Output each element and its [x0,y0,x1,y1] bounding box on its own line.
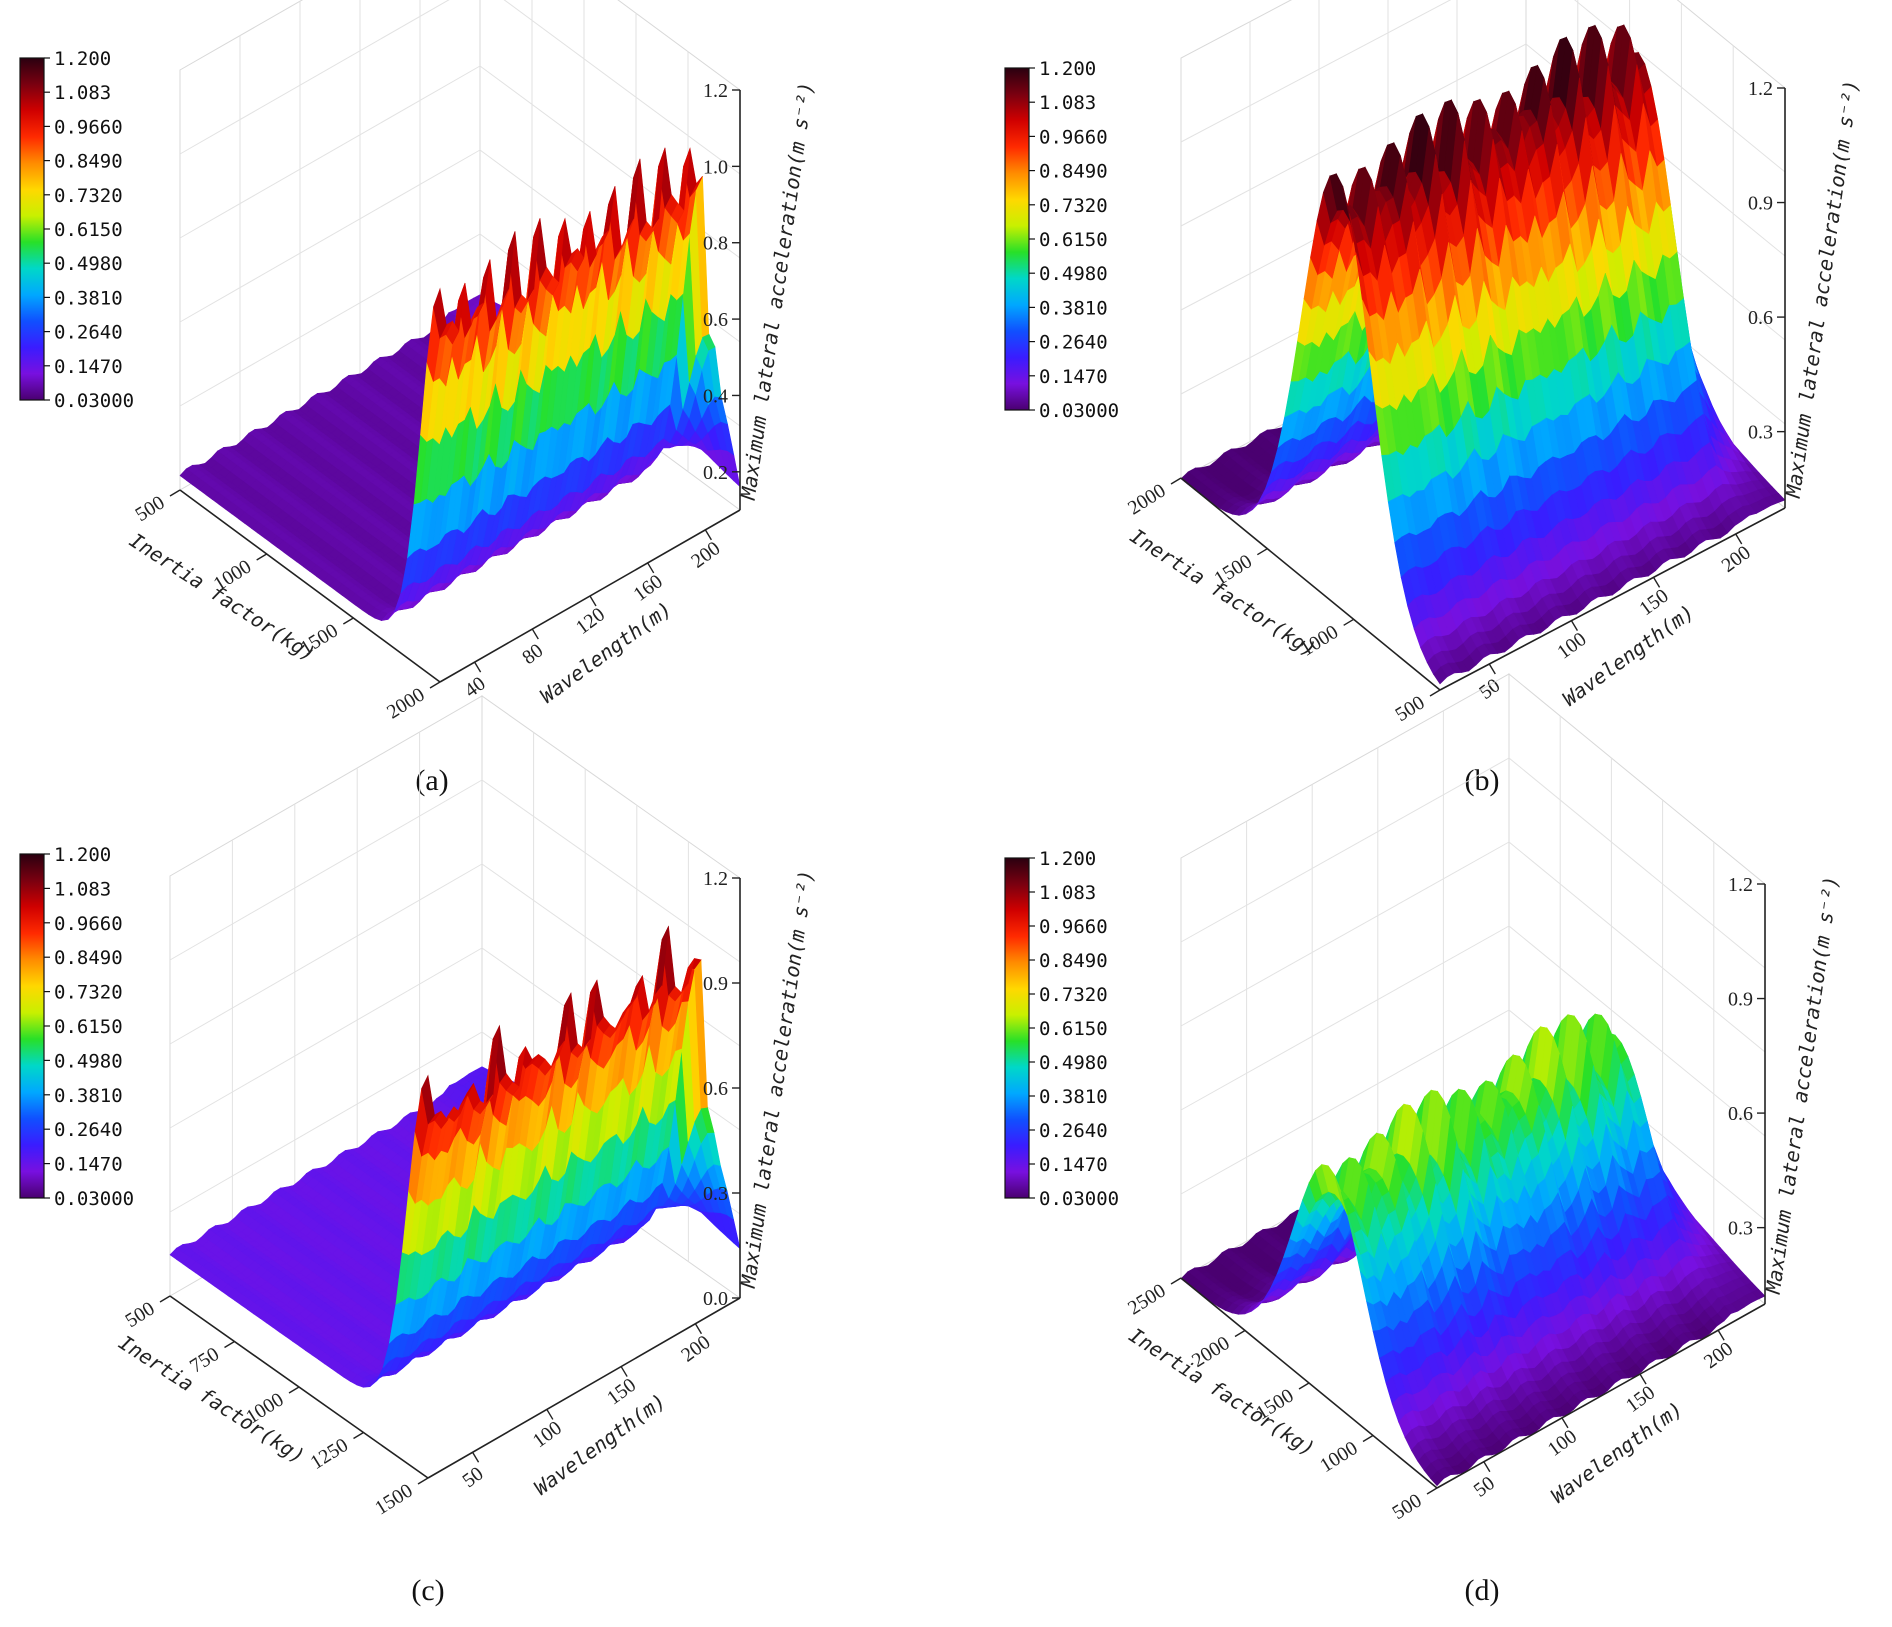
gridline [169,863,483,1045]
z-axis-title: Maximum lateral acceleration(m s⁻²) [736,80,819,502]
x-tick-label: 500 [1392,692,1429,727]
colorbar-gradient [19,57,45,401]
colorbar-tick-label: 0.8490 [1039,161,1108,183]
z-tick-label: 0.2 [703,462,728,484]
x-tick [342,617,354,625]
gridline [481,779,741,963]
x-tick-label: 2000 [383,684,429,724]
panel-c-plot: 500750100012501500501001502000.00.30.60.… [19,695,818,1519]
gridline [179,149,481,323]
panel-a-label: (a) [415,764,448,797]
colorbar-tick-label: 0.1470 [54,356,123,378]
z-tick-label: 1.2 [703,80,728,102]
z-tick-label: 0.3 [1748,422,1773,444]
gridline [503,0,741,175]
z-axis-title: Maximum lateral acceleration(m s⁻²) [1781,78,1864,500]
colorbar-tick-label: 0.4980 [54,253,123,275]
surface [169,925,741,1388]
colorbar-tick-label: 0.2640 [54,322,123,344]
colorbar-tick-label: 0.6150 [1039,229,1108,251]
colorbar-tick-label: 0.3810 [1039,297,1108,319]
z-tick-label: 0.4 [703,385,728,407]
colorbar-tick-label: 0.1470 [1039,366,1108,388]
colorbar-tick-label: 0.7320 [54,185,123,207]
z-tick-label: 0.6 [1748,307,1773,329]
y-tick-label: 80 [518,639,547,669]
y-tick-label: 200 [1718,541,1755,576]
y-tick [531,628,539,640]
surface [1180,23,1786,685]
z-tick-label: 0.9 [1748,193,1773,215]
gridline [179,65,481,239]
x-axis-title: Inertia factor(kg) [1126,524,1321,662]
x-tick [1429,689,1441,697]
colorbar-tick-label: 1.083 [54,82,111,104]
colorbar-tick-label: 1.200 [1039,58,1096,80]
surface [179,147,741,622]
colorbar-tick-label: 0.4980 [1039,263,1108,285]
panel-c: 500750100012501500501001502000.00.30.60.… [19,695,818,1607]
y-tick-label: 100 [1553,628,1590,663]
y-tick-label: 200 [687,537,724,572]
gridline [179,0,450,155]
colorbar: 1.200 1.083 0.9660 0.8490 0.7320 0.6150 0.4980… [19,48,134,412]
colorbar-tick-label: 0.8490 [54,151,123,173]
gridline [179,233,481,407]
colorbar-tick-label: 1.200 [54,48,111,70]
x-tick-label: 2000 [1124,480,1170,520]
z-tick-label: 1.0 [703,156,728,178]
x-tick [1256,548,1268,556]
colorbar-tick-label: 0.3810 [54,287,123,309]
colorbar-tick-label: 0.6150 [54,219,123,241]
x-tick [169,489,181,497]
panel-b-plot: 500100015002000501001502000.30.60.91.2In… [1004,0,1864,727]
y-axis-title: Wavelength(m) [536,597,677,708]
colorbar-tick-label: 0.2640 [1039,332,1108,354]
z-tick-label: 0.8 [703,233,728,255]
colorbar: 1.200 1.083 0.9660 0.8490 0.7320 0.6150 0.4980… [1004,58,1119,422]
colorbar-tick-label: 0.7320 [1039,195,1108,217]
y-tick [1488,663,1496,675]
z-tick-label: 1.2 [1748,78,1773,100]
x-tick [429,681,441,689]
colorbar-tick-label: 1.083 [1039,92,1096,114]
y-tick [474,661,482,673]
colorbar-tick-label: 0.03000 [1039,400,1119,422]
colorbar-tick-label: 0.03000 [54,390,134,412]
colorbar-tick-label: 0.9660 [1039,126,1108,148]
colorbar-tick-label: 0.9660 [54,116,123,138]
x-tick [1343,618,1355,626]
x-tick [1170,477,1182,485]
y-tick-label: 40 [461,673,490,703]
colorbar-gradient [1004,67,1030,411]
x-tick-label: 500 [132,492,169,527]
panel-b: 500100015002000501001502000.30.60.91.2In… [1004,0,1864,797]
z-tick-label: 0.6 [703,309,728,331]
gridline [169,779,483,961]
y-tick-label: 120 [572,603,609,638]
x-tick [256,553,268,561]
